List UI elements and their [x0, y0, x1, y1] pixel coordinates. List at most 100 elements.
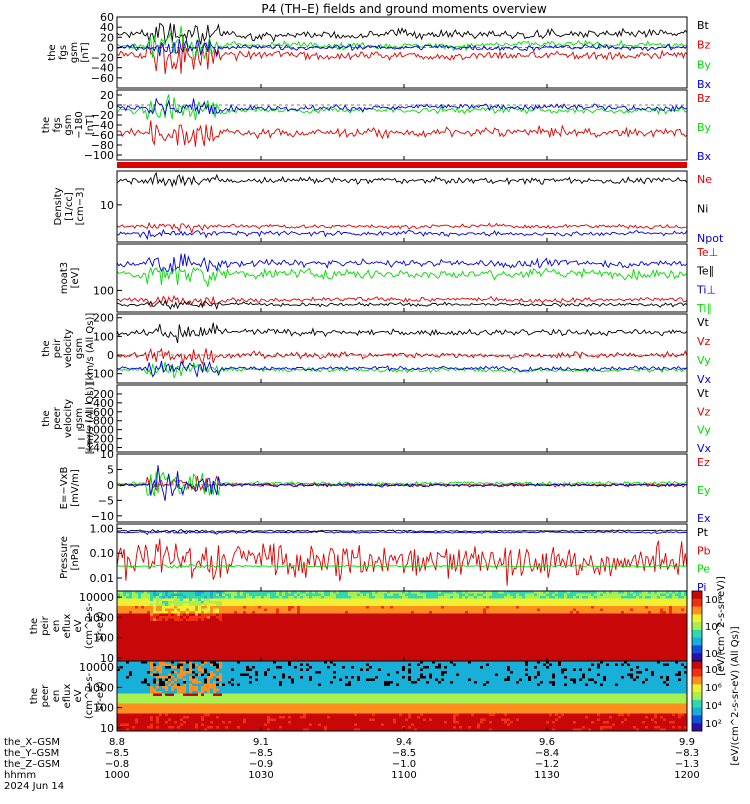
spectrogram-cell: [252, 621, 255, 624]
spectrogram-cell: [309, 616, 312, 619]
spectrogram-cell: [432, 649, 435, 652]
spectrogram-cell: [237, 619, 240, 622]
spectrogram-cell: [474, 644, 477, 647]
spectrogram-cell: [438, 651, 441, 654]
spectrogram-cell: [129, 614, 132, 617]
spectrogram-cell: [396, 626, 399, 629]
spectrogram-cell: [324, 619, 327, 622]
spectrogram-cell: [441, 644, 444, 647]
spectrogram-cell: [201, 629, 204, 632]
spectrogram-cell: [375, 621, 378, 624]
spectrogram-cell: [444, 631, 447, 634]
spectrogram-cell: [207, 649, 210, 652]
spectrogram-cell: [528, 641, 531, 644]
spectrogram-cell: [327, 636, 330, 639]
spectrogram-cell: [369, 624, 372, 627]
spectrogram-cell: [411, 594, 414, 597]
spectrogram-cell: [336, 594, 339, 597]
spectrogram-cell: [432, 656, 435, 659]
spectrogram-cell: [459, 656, 462, 659]
spectrogram-cell: [606, 619, 609, 622]
spectrogram-cell: [321, 636, 324, 639]
spectrogram-cell: [117, 639, 120, 642]
spectrogram-cell: [201, 656, 204, 659]
spectrogram-cell: [207, 624, 210, 627]
spectrogram-cell: [363, 596, 366, 599]
spectrogram-cell: [615, 644, 618, 647]
spectrogram-cell: [303, 609, 306, 612]
spectrogram-cell: [561, 619, 564, 622]
spectrogram-cell: [576, 636, 579, 639]
spectrogram-cell: [573, 616, 576, 619]
spectrogram-cell: [573, 606, 576, 609]
spectrogram-cell: [483, 594, 486, 597]
spectrogram-cell: [141, 614, 144, 617]
spectrogram-cell: [240, 616, 243, 619]
spectrogram-cell: [501, 611, 504, 614]
spectrogram-cell: [258, 614, 261, 617]
spectrogram-cell: [246, 594, 249, 597]
spectrogram-cell: [168, 654, 171, 657]
spectrogram-cell: [132, 624, 135, 627]
spectrogram-cell: [294, 641, 297, 644]
spectrogram-cell: [417, 594, 420, 597]
spectrogram-cell: [420, 656, 423, 659]
spectrogram-cell: [462, 624, 465, 627]
spectrogram-cell: [540, 636, 543, 639]
spectrogram-cell: [486, 594, 489, 597]
spectrogram-cell: [477, 649, 480, 652]
spectrogram-cell: [297, 606, 300, 609]
spectrogram-cell: [609, 646, 612, 649]
spectrogram-cell: [210, 651, 213, 654]
spectrogram-cell: [402, 649, 405, 652]
spectrogram-cell: [240, 656, 243, 659]
spectrogram-cell: [153, 596, 156, 599]
spectrogram-cell: [585, 641, 588, 644]
spectrogram-cell: [621, 649, 624, 652]
spectrogram-cell: [264, 619, 267, 622]
spectrogram-cell: [516, 626, 519, 629]
spectrogram-cell: [120, 594, 123, 597]
spectrogram-cell: [210, 594, 213, 597]
spectrogram-cell: [264, 641, 267, 644]
spectrogram-cell: [588, 629, 591, 632]
spectrogram-cell: [348, 594, 351, 597]
spectrogram-cell: [531, 646, 534, 649]
spectrogram-cell: [378, 604, 381, 607]
spectrogram-cell: [456, 646, 459, 649]
spectrogram-cell: [534, 626, 537, 629]
spectrogram-cell: [495, 641, 498, 644]
spectrogram-cell: [615, 614, 618, 617]
spectrogram-cell: [336, 609, 339, 612]
spectrogram-cell: [189, 616, 192, 619]
spectrogram-cell: [576, 616, 579, 619]
spectrogram-cell: [171, 631, 174, 634]
spectrogram-cell: [303, 621, 306, 624]
spectrogram-cell: [537, 621, 540, 624]
y-tick-label: 0: [107, 479, 114, 492]
spectrogram-cell: [186, 641, 189, 644]
spectrogram-cell: [390, 654, 393, 657]
spectrogram-cell: [327, 651, 330, 654]
spectrogram-cell: [309, 636, 312, 639]
spectrogram-cell: [297, 601, 300, 604]
spectrogram-cell: [540, 601, 543, 604]
spectrogram-cell: [315, 631, 318, 634]
spectrogram-cell: [240, 599, 243, 602]
spectrogram-cell: [348, 606, 351, 609]
spectrogram-cell: [162, 626, 165, 629]
spectrogram-cell: [147, 636, 150, 639]
spectrogram-cell: [372, 611, 375, 614]
y-axis-label: [eV]: [70, 268, 81, 289]
spectrogram-cell: [435, 654, 438, 657]
spectrogram-cell: [486, 606, 489, 609]
spectrogram-cell: [123, 644, 126, 647]
spectrogram-cell: [444, 606, 447, 609]
spectrogram-cell: [447, 636, 450, 639]
spectrogram-cell: [552, 621, 555, 624]
spectrogram-cell: [303, 654, 306, 657]
spectrogram-cell: [435, 621, 438, 624]
spectrogram-cell: [495, 651, 498, 654]
spectrogram-cell: [219, 626, 222, 629]
spectrogram-cell: [387, 646, 390, 649]
